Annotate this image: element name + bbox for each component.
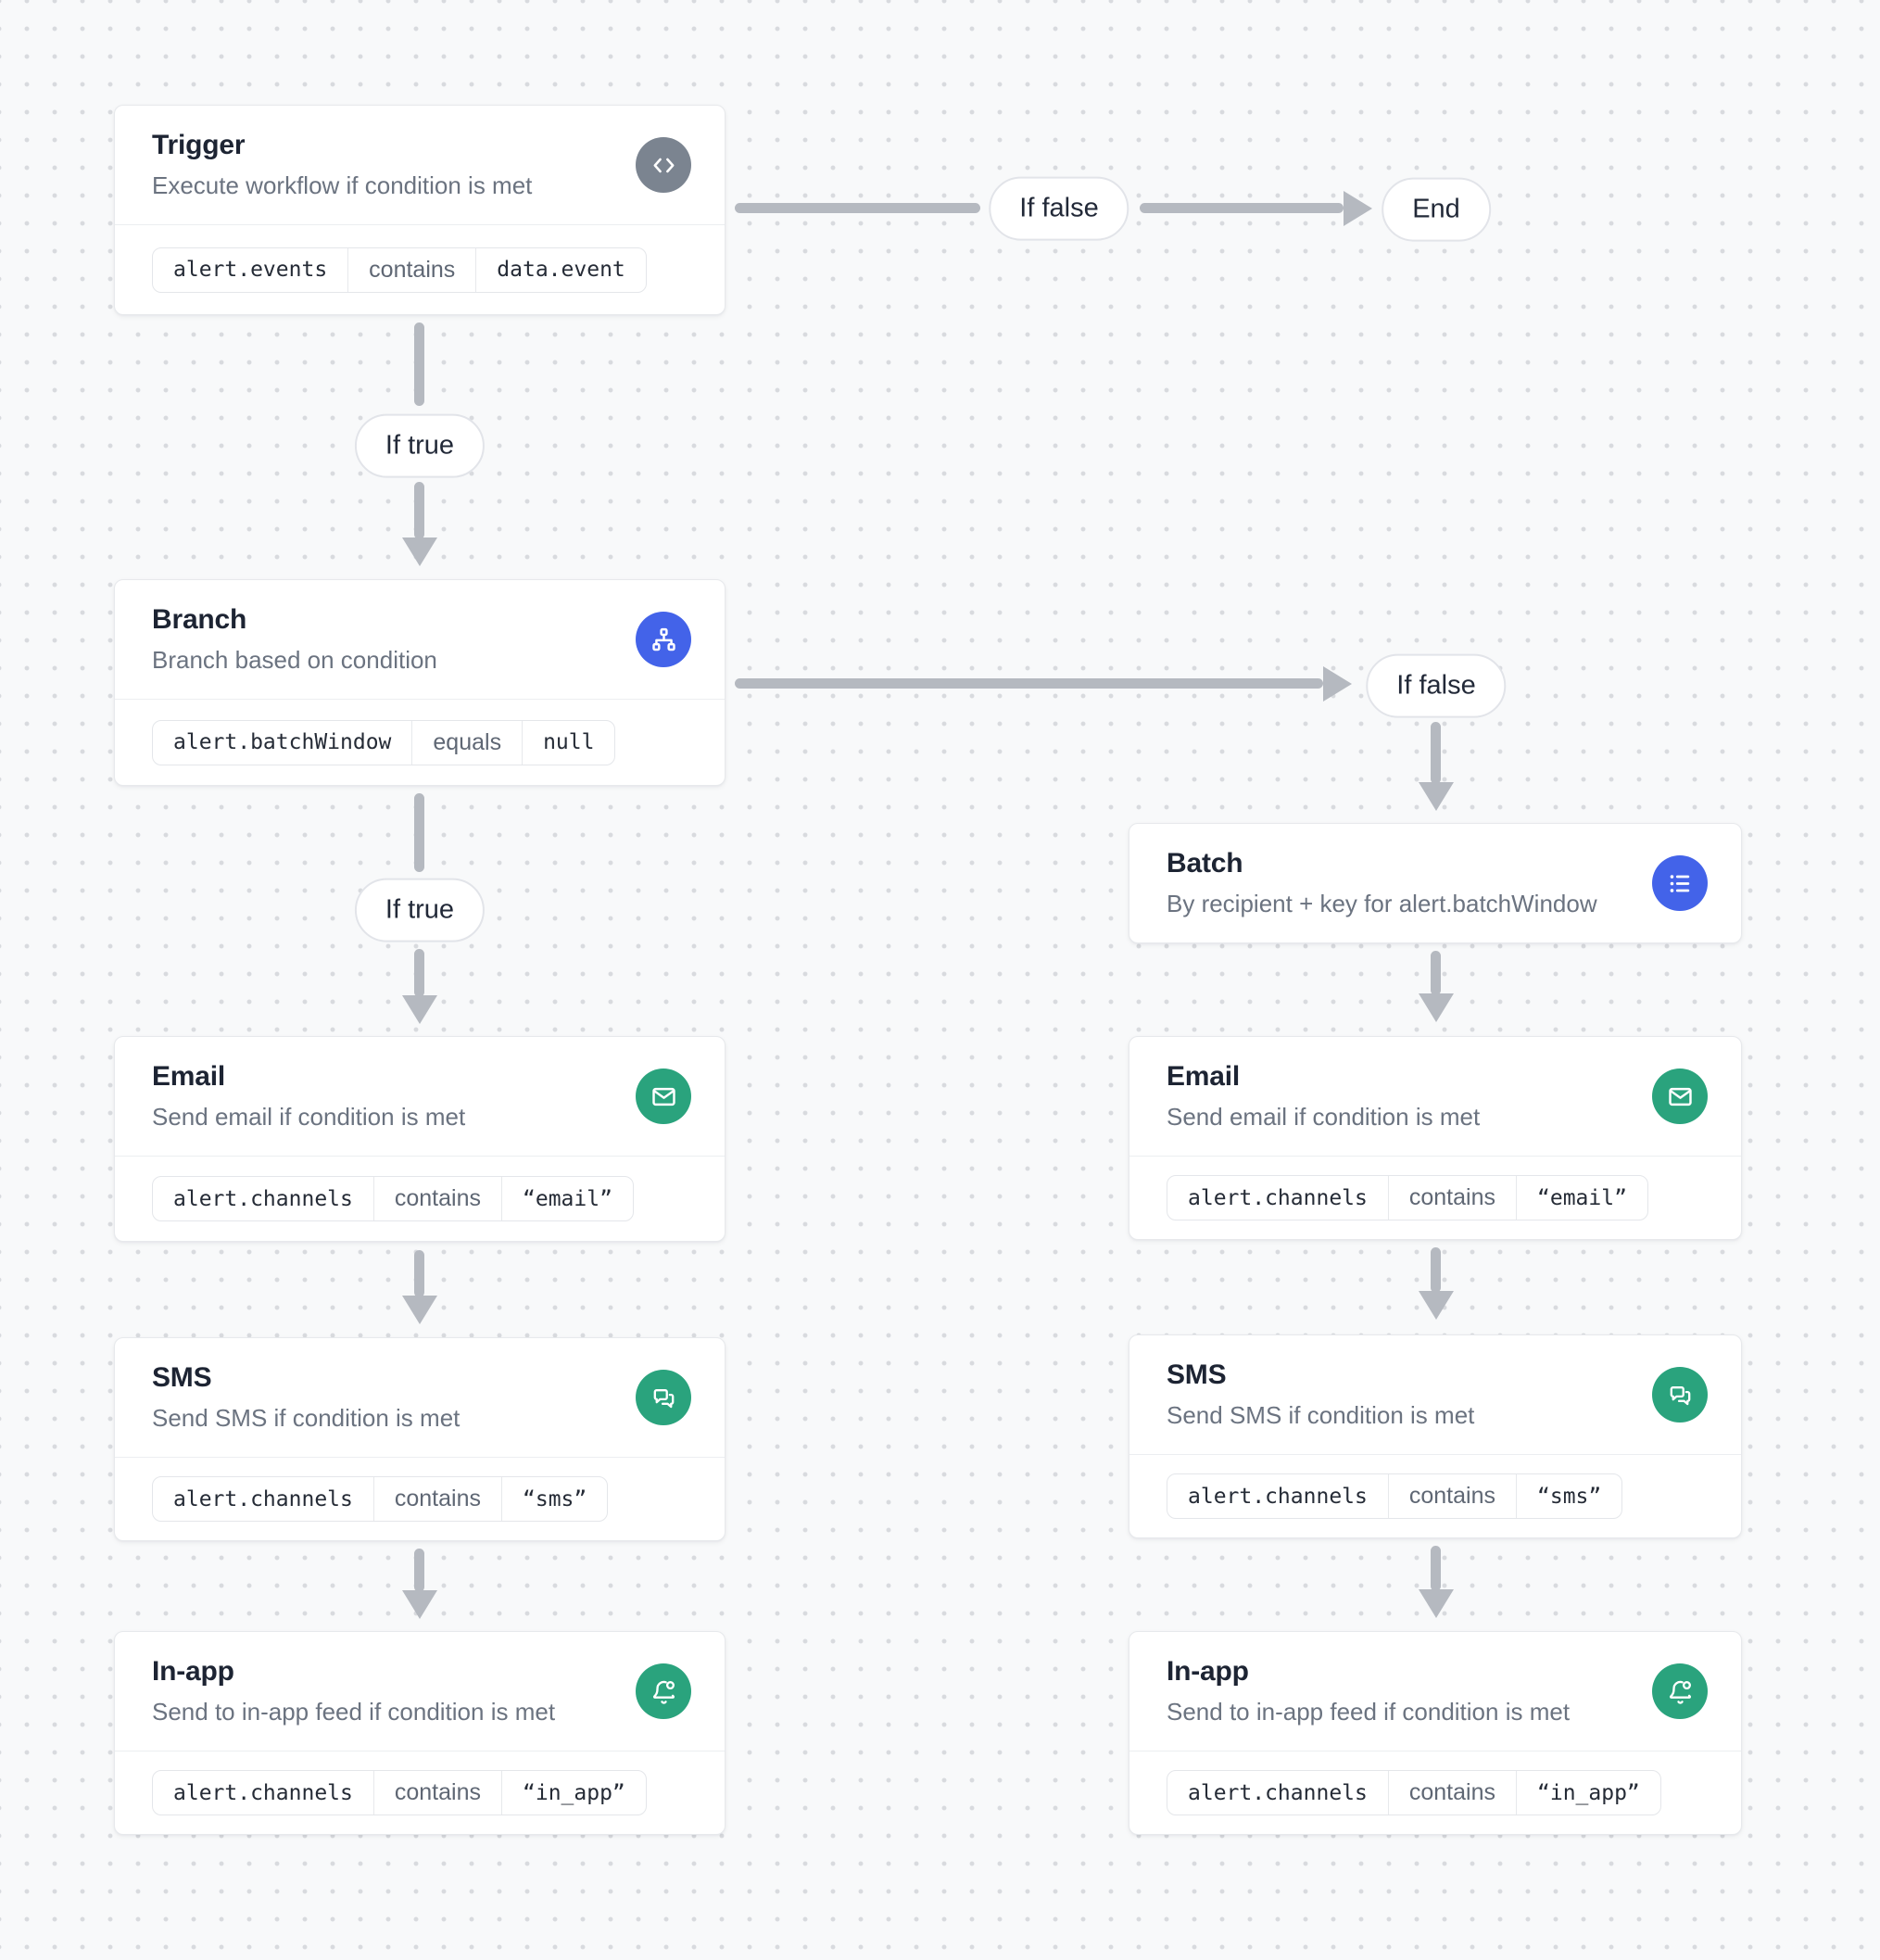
condition-chip: alert.channels contains “in_app” — [1167, 1770, 1661, 1815]
node-trigger[interactable]: Trigger Execute workflow if condition is… — [114, 105, 726, 315]
end-node: End — [1382, 177, 1491, 242]
node-title: Batch — [1167, 847, 1243, 879]
condition-field: alert.batchWindow — [173, 730, 392, 754]
arrowhead — [1419, 782, 1454, 811]
node-sms-left[interactable]: SMS Send SMS if condition is met alert.c… — [114, 1337, 726, 1541]
label-if-false-top: If false — [989, 176, 1129, 241]
condition-chip: alert.channels contains “email” — [1167, 1175, 1648, 1220]
condition-chip: alert.channels contains “sms” — [152, 1476, 609, 1522]
condition-operator: contains — [372, 1771, 501, 1815]
condition-value: “email” — [501, 1177, 633, 1220]
code-icon — [636, 137, 691, 193]
condition-operator: equals — [411, 720, 522, 765]
node-title: Trigger — [152, 129, 246, 160]
condition-field: alert.channels — [1188, 1780, 1368, 1805]
chat-icon — [1652, 1367, 1708, 1423]
mail-icon — [1652, 1069, 1708, 1124]
edge-branch-to-iffalse — [735, 678, 1323, 689]
condition-chip: alert.events contains data.event — [152, 247, 647, 293]
edge-sms-to-inapp-left — [414, 1549, 424, 1592]
condition-chip: alert.channels contains “sms” — [1167, 1473, 1623, 1519]
node-subtitle: Send email if condition is met — [152, 1103, 466, 1132]
node-sms-right[interactable]: SMS Send SMS if condition is met alert.c… — [1129, 1334, 1742, 1538]
node-title: Email — [1167, 1060, 1241, 1092]
node-title: Branch — [152, 603, 247, 635]
chat-icon — [636, 1370, 691, 1425]
condition-value: data.event — [475, 247, 645, 292]
node-subtitle: Send to in-app feed if condition is met — [1167, 1698, 1571, 1726]
edge-iffalse-to-batch — [1431, 722, 1441, 784]
edge-iffalse-to-end — [1140, 203, 1344, 213]
node-title: Email — [152, 1060, 226, 1092]
label-if-false-branch: If false — [1366, 653, 1507, 718]
bell-dot-icon — [636, 1663, 691, 1719]
arrowhead — [1419, 1589, 1454, 1618]
edge-sms-to-inapp-right — [1431, 1546, 1441, 1591]
condition-operator: contains — [1387, 1176, 1516, 1220]
node-subtitle: Execute workflow if condition is met — [152, 171, 533, 200]
edge-trigger-to-iffalse — [735, 203, 980, 213]
condition-operator: contains — [1387, 1771, 1516, 1815]
node-title: SMS — [152, 1361, 212, 1393]
condition-chip: alert.channels contains “email” — [152, 1176, 634, 1221]
node-email-left[interactable]: Email Send email if condition is met ale… — [114, 1036, 726, 1242]
condition-field: alert.channels — [1188, 1484, 1368, 1509]
edge-iftrue-to-branch — [414, 482, 424, 539]
arrowhead — [1323, 666, 1352, 702]
node-subtitle: Send to in-app feed if condition is met — [152, 1698, 556, 1726]
node-subtitle: Send SMS if condition is met — [1167, 1401, 1475, 1430]
arrowhead — [402, 1296, 437, 1324]
arrowhead — [1344, 191, 1372, 226]
condition-operator: contains — [372, 1477, 501, 1521]
mail-icon — [636, 1069, 691, 1124]
node-subtitle: Send SMS if condition is met — [152, 1404, 461, 1433]
condition-chip: alert.batchWindow equals null — [152, 719, 616, 765]
condition-field: alert.events — [173, 258, 328, 282]
arrowhead — [1419, 1291, 1454, 1320]
node-title: In-app — [152, 1655, 234, 1687]
condition-value: “sms” — [501, 1477, 607, 1521]
node-inapp-left[interactable]: In-app Send to in-app feed if condition … — [114, 1631, 726, 1835]
edge-trigger-to-iftrue — [414, 322, 424, 406]
branch-icon — [636, 612, 691, 667]
condition-value: “in_app” — [501, 1771, 646, 1815]
arrowhead — [402, 537, 437, 566]
condition-field: alert.channels — [173, 1186, 353, 1211]
bell-dot-icon — [1652, 1663, 1708, 1719]
arrowhead — [402, 995, 437, 1024]
condition-operator: contains — [372, 1177, 501, 1220]
arrowhead — [402, 1590, 437, 1619]
condition-field: alert.channels — [1188, 1185, 1368, 1210]
node-subtitle: By recipient + key for alert.batchWindow — [1167, 890, 1597, 918]
edge-iftrue-to-email — [414, 949, 424, 997]
condition-operator: contains — [347, 247, 475, 292]
condition-field: alert.channels — [173, 1486, 353, 1511]
condition-value: “sms” — [1516, 1474, 1621, 1518]
condition-value: “email” — [1516, 1176, 1647, 1220]
condition-chip: alert.channels contains “in_app” — [152, 1770, 647, 1815]
edge-email-to-sms-right — [1431, 1247, 1441, 1293]
condition-value: null — [522, 720, 614, 765]
node-subtitle: Send email if condition is met — [1167, 1103, 1481, 1132]
edge-branch-to-iftrue — [414, 793, 424, 872]
node-email-right[interactable]: Email Send email if condition is met ale… — [1129, 1036, 1742, 1240]
node-branch[interactable]: Branch Branch based on condition alert.b… — [114, 579, 726, 786]
node-subtitle: Branch based on condition — [152, 646, 437, 675]
arrowhead — [1419, 993, 1454, 1022]
list-icon — [1652, 855, 1708, 911]
node-batch[interactable]: Batch By recipient + key for alert.batch… — [1129, 823, 1742, 943]
label-if-true-2: If true — [354, 878, 486, 942]
node-title: In-app — [1167, 1655, 1249, 1687]
condition-field: alert.channels — [173, 1780, 353, 1805]
condition-operator: contains — [1387, 1474, 1516, 1518]
node-inapp-right[interactable]: In-app Send to in-app feed if condition … — [1129, 1631, 1742, 1835]
label-if-true-1: If true — [354, 413, 486, 478]
condition-value: “in_app” — [1516, 1771, 1660, 1815]
edge-batch-to-email — [1431, 951, 1441, 995]
edge-email-to-sms-left — [414, 1250, 424, 1297]
node-title: SMS — [1167, 1359, 1227, 1390]
